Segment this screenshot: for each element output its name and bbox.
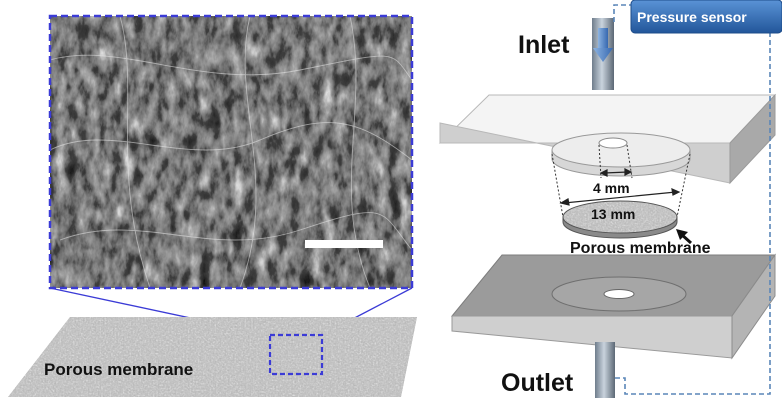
porous-membrane-slab [8,317,417,397]
sensor-dashed-line-top [613,4,631,22]
pressure-sensor-label: Pressure sensor [637,9,747,25]
membrane-disc [562,200,678,239]
disc-13mm-overlay: 13 mm [591,206,635,222]
membrane-pointer-arrow-icon [676,229,693,245]
dimension-arrow-4mm [599,168,633,177]
sensor-dashed-line [615,30,771,395]
right-membrane-label: Porous membrane [570,240,711,257]
outlet-label: Outlet [501,369,574,397]
bottom-ring [551,276,687,312]
dim-4mm-label: 4 mm [593,180,630,196]
top-ring [551,132,691,177]
scale-bar [305,240,383,248]
sem-image [50,16,412,288]
pressure-sensor-box: Pressure sensor [630,0,782,34]
dimension-arrow-13mm [559,188,681,206]
left-membrane-label: Porous membrane [44,360,193,379]
outlet-tube [595,342,615,398]
inlet-label: Inlet [518,31,570,59]
inlet-arrow-icon [593,28,613,62]
membrane-zoom-box [268,333,324,376]
sem-dashed-frame [48,14,414,290]
guide-lines [551,144,691,218]
